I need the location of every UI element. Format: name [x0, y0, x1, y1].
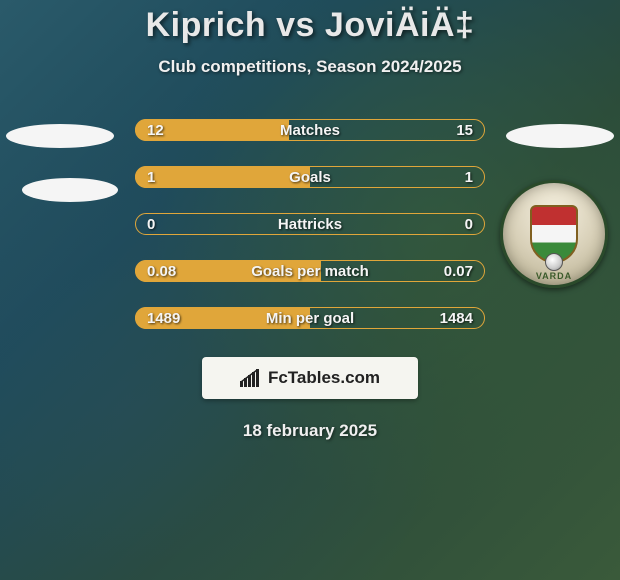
stat-value-right: 0.07 [444, 263, 473, 280]
stat-value-right: 1 [465, 169, 473, 186]
player2-silhouette-top [506, 124, 614, 148]
stat-label: Min per goal [266, 310, 354, 327]
stat-row: 0.08 Goals per match 0.07 [135, 260, 485, 282]
stat-value-left: 12 [147, 122, 164, 139]
brand-box: FcTables.com [202, 357, 418, 399]
page-title: Kiprich vs JoviÄiÄ‡ [146, 6, 475, 45]
stat-value-right: 15 [456, 122, 473, 139]
bar-right [310, 166, 485, 188]
player1-silhouette-bottom [22, 178, 118, 202]
brand-text: FcTables.com [268, 368, 380, 388]
stat-row: 1 Goals 1 [135, 166, 485, 188]
crest-shield-icon [530, 205, 578, 263]
stat-value-left: 0 [147, 216, 155, 233]
stat-row: 0 Hattricks 0 [135, 213, 485, 235]
stat-value-left: 1489 [147, 310, 180, 327]
club-crest: VARDA [500, 180, 608, 288]
bar-left [135, 166, 310, 188]
stat-value-right: 0 [465, 216, 473, 233]
stat-label: Hattricks [278, 216, 342, 233]
stat-row: 1489 Min per goal 1484 [135, 307, 485, 329]
stat-value-left: 1 [147, 169, 155, 186]
stat-value-right: 1484 [440, 310, 473, 327]
stat-value-left: 0.08 [147, 263, 176, 280]
stat-label: Matches [280, 122, 340, 139]
stat-label: Goals per match [251, 263, 369, 280]
crest-ball-icon [545, 253, 563, 271]
date-line: 18 february 2025 [243, 421, 377, 441]
stat-row: 12 Matches 15 [135, 119, 485, 141]
crest-label: VARDA [536, 271, 572, 281]
player1-silhouette-top [6, 124, 114, 148]
subtitle: Club competitions, Season 2024/2025 [158, 57, 461, 77]
stat-label: Goals [289, 169, 331, 186]
brand-bars-icon [240, 369, 262, 387]
